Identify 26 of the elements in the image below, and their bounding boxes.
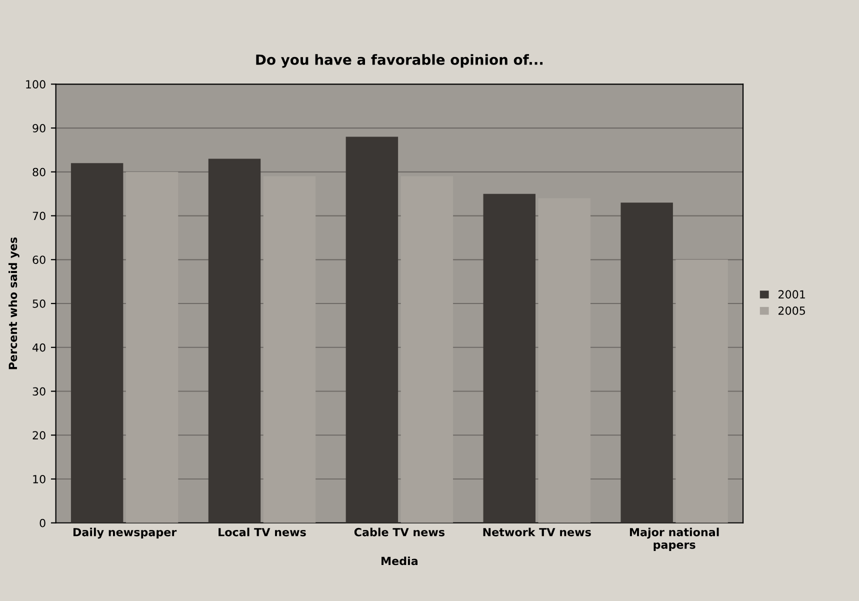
legend-label: 2005 <box>778 306 805 315</box>
bar <box>620 202 673 523</box>
y-tick-label: 100 <box>26 80 46 89</box>
x-tick-label: Cable TV news <box>354 528 444 536</box>
y-tick-label: 30 <box>32 387 46 396</box>
x-tick-label: Network TV news <box>483 528 591 536</box>
y-tick-label: 50 <box>32 299 46 308</box>
legend-label: 2001 <box>778 290 805 299</box>
y-tick-label: 90 <box>32 124 46 132</box>
bar <box>346 136 398 523</box>
bar <box>483 194 536 523</box>
y-axis-title: Percent who said yes <box>8 237 20 370</box>
x-tick-label: Daily newspaper <box>73 528 177 539</box>
y-tick-label: 60 <box>32 256 46 264</box>
bar <box>208 158 261 523</box>
chart-title: Do you have a favorable opinion of... <box>256 54 543 68</box>
y-tick-label: 0 <box>40 518 46 528</box>
x-axis-title: Media <box>382 556 418 566</box>
y-tick-label: 40 <box>32 343 46 352</box>
y-tick-label: 10 <box>33 474 46 484</box>
y-tick-label: 80 <box>32 168 46 176</box>
bar <box>70 163 124 523</box>
x-tick-label: Local TV news <box>218 528 306 536</box>
y-tick-label: 70 <box>32 212 46 220</box>
y-tick-label: 20 <box>32 431 46 440</box>
x-tick-label: Major national papers <box>630 528 719 552</box>
